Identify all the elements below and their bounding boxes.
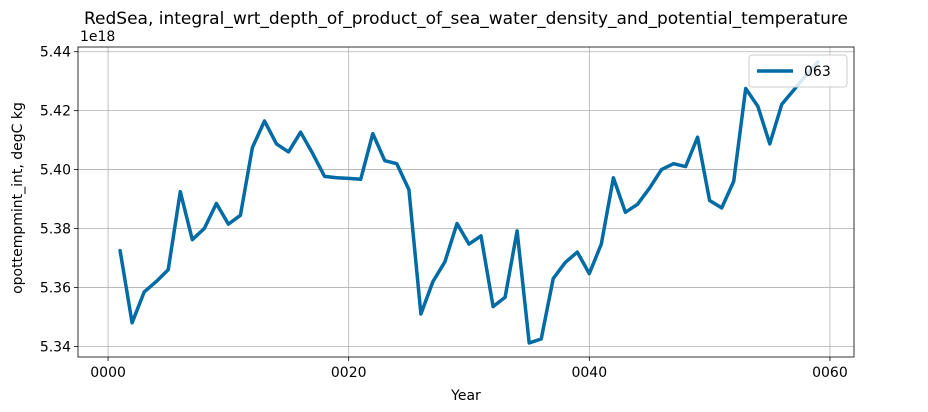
y-tick-label: 5.40: [40, 163, 71, 179]
y-axis-multiplier: 1e18: [80, 29, 115, 45]
legend: 063: [748, 54, 848, 88]
series-layer: [118, 60, 820, 345]
y-tick-label: 5.44: [40, 45, 71, 61]
legend-box: [748, 54, 848, 88]
y-tick-label: 5.38: [40, 222, 71, 238]
x-tick-label: 0060: [812, 365, 848, 381]
x-tick-label: 0020: [331, 365, 367, 381]
y-tick-label: 5.42: [40, 104, 71, 120]
y-tick-label: 5.34: [40, 339, 71, 355]
series-line-063: [118, 60, 820, 345]
axis-ticks: 0000 0020 0040 0060 5.34 5.36 5.38 5.40 5.42 5.44: [40, 45, 848, 381]
x-tick-label: 0040: [571, 365, 607, 381]
y-axis-label: opottempmint_int, degC kg: [10, 102, 26, 294]
x-axis-label: Year: [450, 388, 481, 404]
y-tick-label: 5.36: [40, 280, 71, 296]
plot-frame: [77, 46, 855, 358]
grid: [78, 47, 854, 357]
x-tick-label: 0000: [90, 365, 126, 381]
legend-label: 063: [804, 64, 831, 80]
chart-title: RedSea, integral_wrt_depth_of_product_of…: [84, 9, 848, 29]
